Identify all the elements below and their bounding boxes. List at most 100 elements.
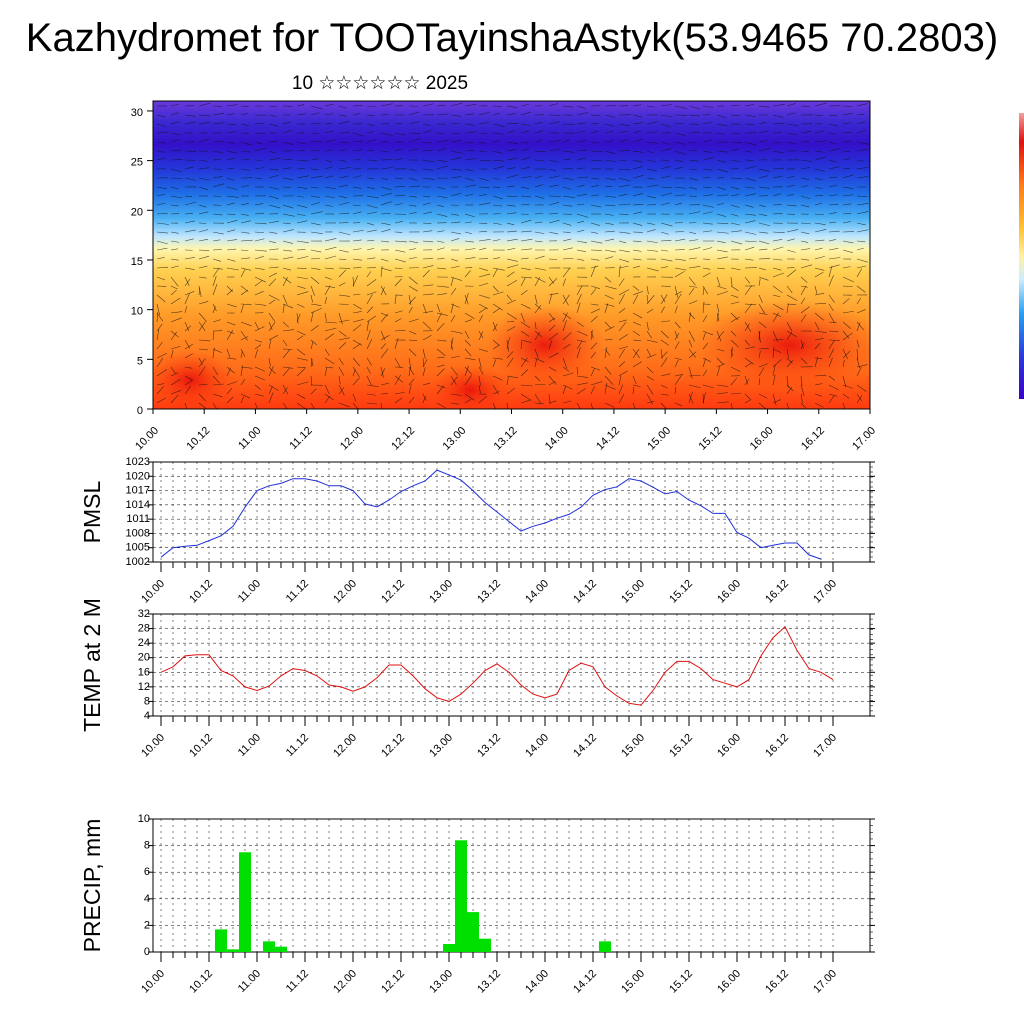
y-tick-label: 10 [131,306,143,318]
wind-vector [702,393,705,404]
wind-vector [632,321,641,326]
wind-vector [828,239,836,242]
wind-vector [212,176,223,179]
wind-vector [618,177,631,182]
wind-vector [296,312,299,324]
wind-vector [716,312,720,323]
warm-core [695,300,870,390]
wind-vector [310,202,321,206]
wind-vector [520,186,530,190]
wind-vector [828,141,836,145]
wind-vector [842,221,851,224]
wind-vector [576,321,584,327]
wind-vector [366,339,373,350]
wind-vector [590,130,599,134]
wind-vector [464,168,474,172]
wind-vector [394,240,407,243]
wind-vector [590,265,596,278]
wind-vector [408,318,419,323]
wind-vector [856,103,868,107]
wind-vector [170,121,180,125]
wind-vector [212,393,223,398]
wind-vector [688,276,696,286]
wind-vector [366,105,376,108]
wind-vector [660,373,671,377]
wind-vector [618,370,628,377]
wind-vector [674,285,679,298]
wind-vector [576,366,579,375]
wind-vector [604,321,612,329]
wind-vector [310,257,320,260]
wind-vector [436,132,445,134]
wind-vector [576,339,587,343]
wind-vector [562,204,573,207]
wind-vector [506,222,515,226]
wind-vector [380,335,390,341]
wind-vector [506,271,515,278]
wind-vector [716,159,726,163]
wind-vector [464,257,476,260]
wind-vector [674,141,686,145]
wind-vector [702,392,706,404]
wind-vector [534,184,544,188]
wind-vector [548,231,559,235]
x-tick-label: 10.12 [187,578,215,606]
wind-vector [464,365,469,377]
wind-vector [422,230,433,233]
wind-vector [394,249,406,253]
wind-vector [660,357,668,368]
wind-vector [520,393,531,401]
wind-vector [310,267,321,270]
wind-vector [450,114,462,117]
wind-vector [282,204,294,209]
wind-vector [324,333,335,341]
wind-vector [310,357,314,367]
wind-vector [702,332,706,341]
wind-vector [184,201,197,206]
wind-vector [744,258,754,261]
wind-vector [814,271,824,278]
wind-vector [366,271,372,278]
wind-vector [226,195,239,198]
wind-vector [842,350,851,359]
wind-vector [688,247,701,251]
wind-vector [786,294,798,301]
wind-vector [198,102,211,107]
wind-vector [674,132,686,136]
wind-vector [464,374,472,386]
wind-vector [212,213,223,216]
x-tick-label: 16.12 [763,578,791,606]
wind-vector [800,185,809,188]
wind-vector [828,166,840,170]
wind-vector [856,167,869,170]
wind-vector [436,139,449,143]
wind-vector [170,366,176,374]
wind-vector [268,278,277,287]
wind-vector [604,150,616,154]
wind-vector [240,304,244,314]
wind-vector [268,123,279,127]
wind-vector [212,402,218,409]
wind-vector [744,104,754,107]
wind-vector [702,121,712,125]
wind-vector [296,249,306,251]
wind-vector [772,122,785,125]
wind-vector [352,140,364,143]
y-tick-label: 5 [137,355,143,367]
wind-vector [492,268,498,278]
wind-vector [296,175,309,179]
wind-vector [436,402,446,409]
x-tick-label: 12.00 [338,425,366,453]
wind-vector [436,285,449,288]
wind-vector [450,376,458,386]
wind-vector [744,378,750,386]
wind-vector [800,402,807,409]
wind-vector [730,347,733,359]
wind-vector [702,204,714,208]
wind-vector [772,312,779,323]
wind-vector [212,348,222,353]
wind-vector [688,114,701,117]
wind-vector [380,287,385,296]
wind-vector [506,230,517,233]
x-tick-label: 11.12 [287,425,314,452]
